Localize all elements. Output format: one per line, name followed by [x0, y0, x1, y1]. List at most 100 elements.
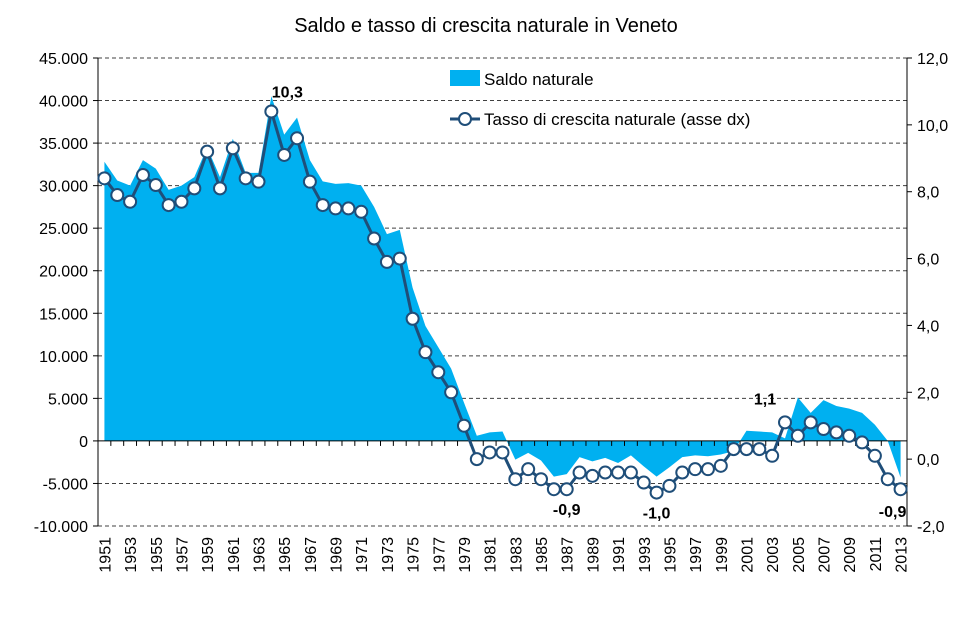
tasso-crescita-point	[713, 458, 728, 473]
left-axis-tick-label: 20.000	[39, 264, 88, 281]
tasso-crescita-point	[636, 475, 651, 490]
tasso-crescita-point	[469, 452, 484, 467]
tasso-crescita-point	[546, 482, 561, 497]
tasso-crescita-point	[456, 418, 471, 433]
tasso-crescita-point	[572, 465, 587, 480]
right-axis-tick-label: 6,0	[917, 252, 939, 269]
left-axis-tick-label: 35.000	[39, 136, 88, 153]
area-series-layer	[104, 96, 901, 478]
legend-swatch-saldo	[450, 70, 480, 86]
x-axis-tick-label: 1977	[431, 537, 448, 573]
x-axis-tick-label: 1957	[174, 537, 191, 573]
tasso-crescita-point	[315, 198, 330, 213]
tasso-crescita-point	[302, 174, 317, 189]
tasso-crescita-point	[495, 445, 510, 460]
tasso-crescita-point	[816, 422, 831, 437]
right-axis-tick-label: 10,0	[917, 118, 948, 135]
x-axis-tick-label: 1981	[483, 537, 500, 573]
x-axis-tick-label: 1951	[97, 537, 114, 573]
tasso-crescita-point	[97, 171, 112, 186]
x-axis-tick-label: 1979	[457, 537, 474, 573]
legend-label-saldo: Saldo naturale	[484, 70, 594, 89]
tasso-crescita-point	[534, 472, 549, 487]
tasso-crescita-point	[880, 472, 895, 487]
x-axis-tick-label: 1995	[662, 537, 679, 573]
tasso-crescita-point	[649, 485, 664, 500]
data-label: -1,0	[643, 506, 671, 523]
x-axis-tick-label: 1997	[688, 537, 705, 573]
left-axis-tick-label: 45.000	[39, 51, 88, 68]
x-axis-tick-label: 1963	[252, 537, 269, 573]
x-axis-tick-label: 1965	[277, 537, 294, 573]
x-axis-tick-label: 1983	[508, 537, 525, 573]
tasso-crescita-point	[752, 442, 767, 457]
tasso-crescita-point	[341, 201, 356, 216]
tasso-crescita-point	[508, 472, 523, 487]
x-axis-tick-label: 1959	[200, 537, 217, 573]
data-label: 1,1	[754, 391, 776, 408]
tasso-crescita-point	[867, 448, 882, 463]
axes: -10.000 -5.000 0 5.000 10.000 15.000 20.000 25.…	[34, 51, 949, 573]
line-series-layer	[97, 104, 908, 500]
left-axis-tick-label: 25.000	[39, 221, 88, 238]
left-axis-tick-label: 15.000	[39, 306, 88, 323]
tasso-crescita-point	[482, 445, 497, 460]
x-axis-tick-label: 2005	[791, 537, 808, 573]
tasso-crescita-point	[700, 462, 715, 477]
x-axis-tick-label: 1985	[534, 537, 551, 573]
x-axis-tick-label: 1953	[123, 537, 140, 573]
x-axis-tick-label: 2001	[739, 537, 756, 573]
x-axis-tick-label: 1989	[585, 537, 602, 573]
left-axis-tick-label: 5.000	[48, 391, 88, 408]
x-axis-tick-label: 1971	[354, 537, 371, 573]
x-axis-tick-label: 1973	[380, 537, 397, 573]
tasso-crescita-point	[405, 311, 420, 326]
tasso-crescita-point	[212, 181, 227, 196]
tasso-crescita-point	[367, 231, 382, 246]
tasso-crescita-point	[354, 204, 369, 219]
data-label: -0,9	[553, 502, 581, 519]
right-axis-tick-label: 8,0	[917, 185, 939, 202]
tasso-crescita-point	[431, 365, 446, 380]
x-axis-tick-label: 1993	[637, 537, 654, 573]
x-axis-tick-label: 2011	[868, 537, 885, 572]
tasso-crescita-point	[842, 428, 857, 443]
left-axis-tick-label: 0	[79, 434, 88, 451]
tasso-crescita-point	[726, 442, 741, 457]
tasso-crescita-point	[611, 465, 626, 480]
x-axis-tick-label: 1967	[303, 537, 320, 573]
x-axis-tick-label: 1961	[226, 537, 243, 573]
x-axis-tick-label: 1999	[714, 537, 731, 573]
saldo-naturale-area	[104, 96, 901, 478]
tasso-crescita-point	[277, 147, 292, 162]
x-axis-tick-label: 1969	[329, 537, 346, 573]
tasso-crescita-point	[829, 425, 844, 440]
tasso-crescita-point	[598, 465, 613, 480]
tasso-crescita-point	[688, 462, 703, 477]
tasso-crescita-point	[328, 201, 343, 216]
tasso-crescita-point	[225, 141, 240, 156]
left-axis-tick-label: -10.000	[34, 519, 88, 536]
tasso-crescita-point	[174, 194, 189, 209]
tasso-crescita-point	[559, 482, 574, 497]
tasso-crescita-point	[148, 178, 163, 193]
tasso-crescita-point	[290, 131, 305, 146]
tasso-crescita-point	[392, 251, 407, 266]
tasso-crescita-point	[739, 442, 754, 457]
tasso-crescita-point	[135, 168, 150, 182]
annotations: 10,3 1,1 -0,9 -1,0 -0,9	[272, 84, 907, 522]
tasso-crescita-point	[585, 468, 600, 483]
tasso-crescita-point	[187, 181, 202, 196]
tasso-crescita-point	[855, 435, 870, 450]
tasso-crescita-point	[379, 254, 394, 269]
tasso-crescita-point	[765, 448, 780, 463]
right-axis-tick-label: 0,0	[917, 452, 939, 469]
tasso-crescita-point	[444, 385, 459, 400]
tasso-crescita-point	[893, 482, 908, 497]
left-axis-tick-label: 40.000	[39, 94, 88, 111]
legend: Saldo naturale Tasso di crescita natural…	[450, 70, 750, 129]
x-axis-tick-label: 2009	[842, 537, 859, 573]
tasso-crescita-point	[790, 428, 805, 443]
x-axis-tick-label: 1987	[560, 537, 577, 573]
